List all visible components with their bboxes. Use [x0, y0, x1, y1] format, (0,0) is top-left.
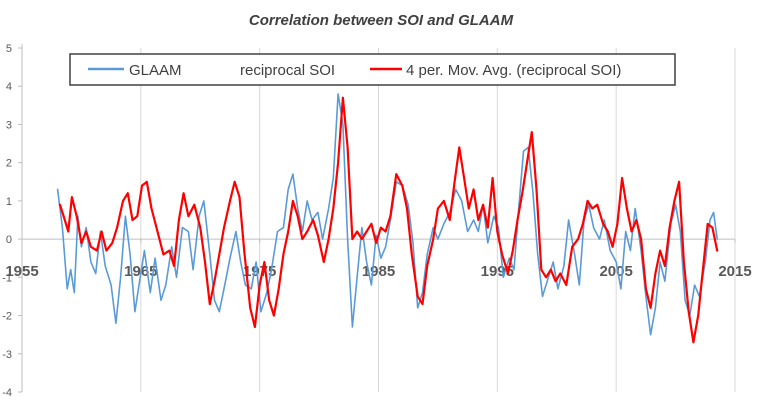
y-tick-label-6: 2 [6, 158, 12, 170]
legend-label-reciprocal-soi: reciprocal SOI [240, 62, 335, 79]
y-tick-label-7: 3 [6, 119, 12, 131]
series-line-4-per-mov-avg-reciprocal-soi [58, 96, 719, 344]
y-tick-label-0: -4 [2, 387, 12, 399]
y-tick-label-1: -3 [2, 349, 12, 361]
x-tick-label-1955: 1955 [5, 263, 38, 280]
gridlines [140, 48, 736, 392]
x-tick-label-1975: 1975 [243, 263, 276, 280]
x-tick-label-2015: 2015 [718, 263, 751, 280]
x-tick-label-2005: 2005 [599, 263, 632, 280]
y-tick-label-8: 4 [6, 81, 12, 93]
chart-title: Correlation between SOI and GLAAM [249, 12, 514, 29]
y-tick-label-2: -2 [2, 311, 12, 323]
legend-label-glaam: GLAAM [129, 62, 182, 79]
y-tick-label-5: 1 [6, 196, 12, 208]
series-group [56, 93, 719, 344]
legend-label-moving-average: 4 per. Mov. Avg. (reciprocal SOI) [406, 62, 621, 79]
series-line-glaam [56, 93, 718, 336]
y-tick-label-3: -1 [2, 272, 12, 284]
y-tick-label-9: 5 [6, 43, 12, 55]
y-tick-label-4: 0 [6, 234, 12, 246]
legend: GLAAM reciprocal SOI 4 per. Mov. Avg. (r… [69, 53, 676, 86]
